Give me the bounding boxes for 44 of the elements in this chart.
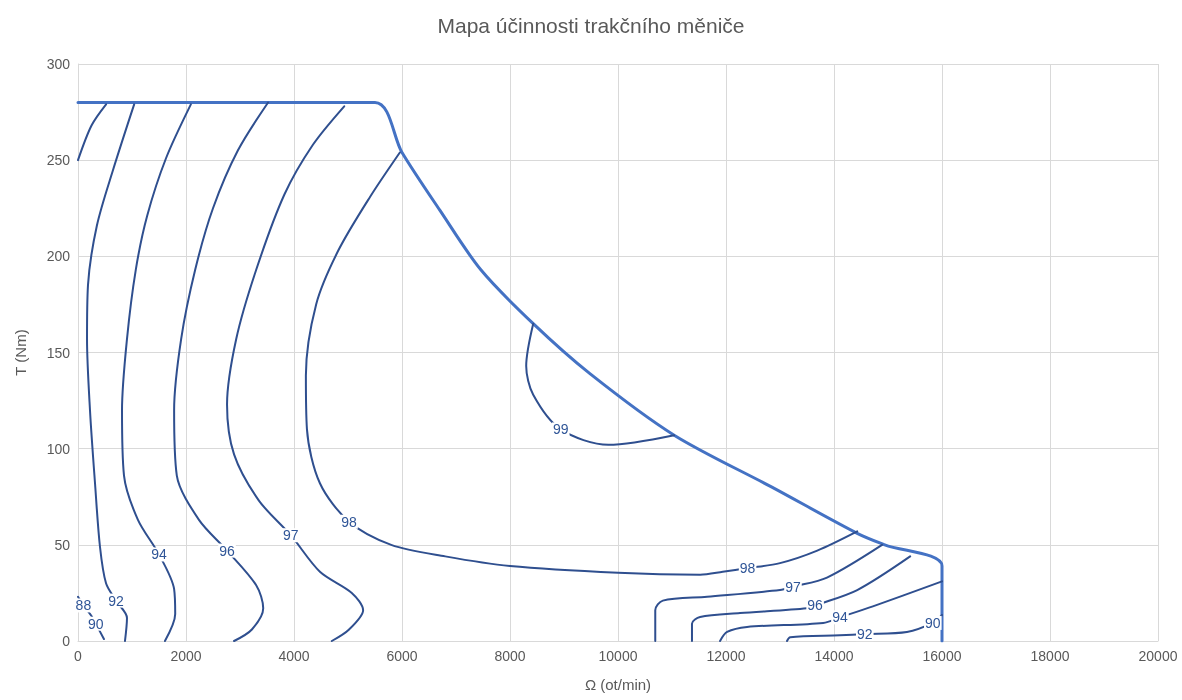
annotation: 90 bbox=[925, 614, 941, 631]
line-series bbox=[786, 614, 943, 642]
x-tick-label: 18000 bbox=[1030, 648, 1070, 664]
line-series bbox=[173, 101, 270, 642]
x-tick-label: 2000 bbox=[170, 648, 202, 664]
y-tick-label: 250 bbox=[46, 152, 71, 169]
x-tick-label: 14000 bbox=[814, 648, 854, 664]
annotation: 88 bbox=[75, 597, 92, 614]
annotation: 94 bbox=[832, 609, 848, 626]
annotation: 92 bbox=[108, 592, 125, 609]
y-tick-label: 200 bbox=[46, 248, 71, 265]
line-series bbox=[690, 555, 912, 642]
line-series bbox=[719, 580, 943, 642]
y-axis-title: T (Nm) bbox=[12, 329, 29, 376]
x-tick-label: 6000 bbox=[386, 648, 418, 664]
annotation: 90 bbox=[88, 615, 104, 632]
annotation: 97 bbox=[282, 527, 299, 544]
annotation: 92 bbox=[856, 626, 873, 643]
x-tick-label: 8000 bbox=[494, 648, 526, 664]
annotation: 94 bbox=[151, 546, 167, 563]
chart-title: Mapa účinnosti trakčního měniče bbox=[437, 14, 745, 37]
y-tick-label: 100 bbox=[46, 440, 71, 457]
x-axis-title: Ω (ot/min) bbox=[584, 676, 652, 693]
line-series bbox=[654, 543, 884, 642]
x-tick-label: 10000 bbox=[598, 648, 638, 664]
line-series bbox=[76, 100, 944, 643]
y-tick-label: 300 bbox=[46, 56, 71, 72]
y-tick-label: 150 bbox=[46, 344, 71, 361]
x-tick-label: 4000 bbox=[278, 648, 310, 664]
x-tick-label: 20000 bbox=[1138, 648, 1178, 664]
line-series bbox=[304, 151, 859, 576]
annotation: 96 bbox=[219, 542, 236, 559]
y-tick-label: 50 bbox=[54, 536, 71, 553]
annotation: 99 bbox=[552, 421, 569, 438]
y-tick-label: 0 bbox=[62, 633, 71, 649]
x-tick-label: 16000 bbox=[922, 648, 962, 664]
line-series bbox=[525, 322, 676, 446]
annotation: 98 bbox=[341, 513, 358, 530]
annotation: 96 bbox=[807, 597, 824, 614]
x-tick-label: 12000 bbox=[706, 648, 746, 664]
annotation: 97 bbox=[785, 578, 801, 595]
line-series bbox=[121, 103, 192, 642]
annotation: 98 bbox=[739, 560, 756, 577]
x-tick-label: 0 bbox=[74, 648, 83, 664]
